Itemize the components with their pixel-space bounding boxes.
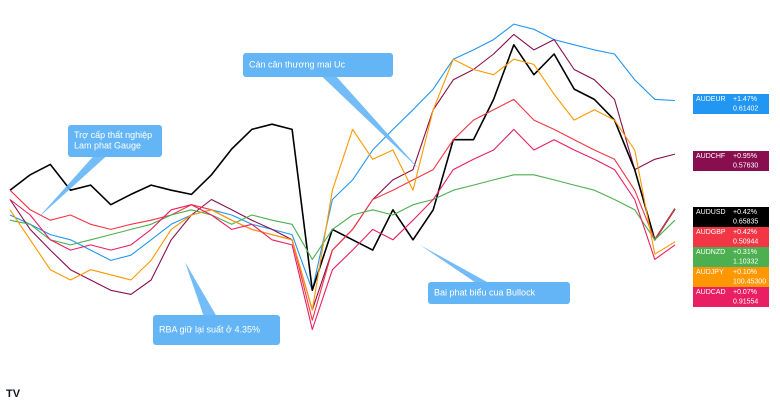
tag-price: 0.61402 — [733, 105, 758, 112]
tag-price: 100.45300 — [733, 278, 766, 285]
series-line — [9, 23, 676, 291]
series-line — [9, 98, 676, 321]
tag-change: +1.47% — [733, 96, 757, 103]
tag-bg — [693, 267, 769, 287]
price-tag: AUDUSD +0.42% 0.65835 — [693, 207, 769, 227]
tag-name: AUDCAD — [696, 289, 726, 296]
tag-name: AUDCHF — [696, 153, 725, 160]
tag-bg — [693, 287, 769, 307]
annotation-pointer — [38, 141, 123, 218]
tag-bg — [693, 227, 769, 247]
tag-change: +0.42% — [733, 209, 757, 216]
annotation-text: Bai phat biểu cua Bullock — [434, 287, 536, 297]
tag-price: 0.50944 — [733, 238, 758, 245]
tag-price: 0.65835 — [733, 218, 758, 225]
annotation: Bai phat biểu cua Bullock — [420, 245, 570, 304]
tag-change: +0.31% — [733, 249, 757, 256]
annotation-text: RBA giữ lại suất ở 4.35% — [159, 324, 260, 334]
series-line — [9, 174, 676, 260]
series-line — [9, 128, 676, 331]
tag-name: AUDNZD — [696, 249, 725, 256]
logo: TV — [6, 388, 21, 400]
annotation: RBA giữ lại suất ở 4.35% — [153, 262, 280, 345]
price-tag: AUDNZD +0.31% 1.10332 — [693, 247, 769, 267]
tag-name: AUDGBP — [696, 229, 726, 236]
tag-bg — [693, 247, 769, 267]
tag-bg — [693, 207, 769, 227]
tag-bg — [693, 94, 769, 114]
price-tag: AUDCHF +0.95% 0.57630 — [693, 151, 769, 171]
tag-change: +0.07% — [733, 289, 757, 296]
price-tag: AUDJPY +0.10% 100.45300 — [693, 267, 769, 287]
price-tag: AUDGBP +0.42% 0.50944 — [693, 227, 769, 247]
annotation-box — [428, 282, 570, 304]
annotation-box — [68, 125, 162, 157]
tag-price: 0.91554 — [733, 298, 758, 305]
price-tag: AUDCAD +0.07% 0.91554 — [693, 287, 769, 307]
annotation-text: Cán cân thương mai Uc — [249, 59, 345, 69]
tag-change: +0.95% — [733, 153, 757, 160]
annotation-pointer — [420, 245, 507, 293]
tag-name: AUDUSD — [696, 209, 726, 216]
annotation-box — [243, 53, 393, 77]
tag-price: 0.57630 — [733, 162, 758, 169]
tag-change: +0.42% — [733, 229, 757, 236]
annotation-box — [153, 315, 280, 345]
tag-name: AUDEUR — [696, 96, 726, 103]
svg-text:TV: TV — [6, 388, 21, 400]
tag-bg — [693, 151, 769, 171]
annotation-pointer — [310, 65, 420, 170]
price-tag: AUDEUR +1.47% 0.61402 — [693, 94, 769, 114]
series-line — [9, 44, 676, 292]
annotation: Cán cân thương mai Uc — [243, 53, 420, 170]
tag-name: AUDJPY — [696, 269, 724, 276]
tag-price: 1.10332 — [733, 258, 758, 265]
tag-change: +0.10% — [733, 269, 757, 276]
annotation-text: Lam phat Gauge — [74, 141, 141, 151]
series-line — [9, 58, 676, 311]
annotation-text: Trợ cấp thất nghiệp — [74, 130, 152, 140]
annotation-pointer — [185, 262, 225, 330]
